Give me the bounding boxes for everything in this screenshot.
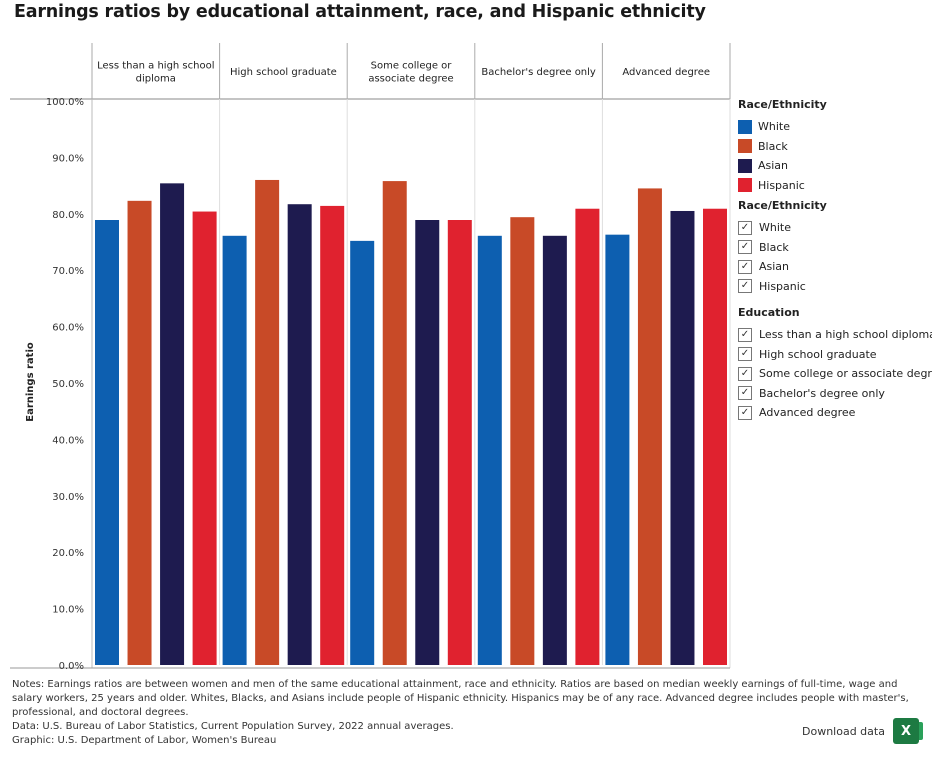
bar-black[interactable] [127,200,152,665]
bar-asian[interactable] [670,210,695,666]
race-filter-label: Black [759,240,789,254]
category-label: Advanced degree [622,67,710,78]
y-tick-label: 80.0% [52,210,84,221]
bar-hispanic[interactable] [447,220,472,665]
checkbox-icon[interactable]: ✓ [738,327,752,342]
checkbox-icon[interactable]: ✓ [738,347,752,362]
bar-black[interactable] [255,179,280,665]
checkbox-icon[interactable]: ✓ [738,279,752,294]
race-filter: Race/Ethnicity ✓ White ✓ Black ✓ Asian ✓ Hispan… [738,199,932,296]
bar-chart: Less than a high school diploma High schoo… [10,43,731,672]
category-header: Less than a high school diploma High schoo… [10,43,731,665]
legend-label: Asian [758,159,789,173]
education-filter-item[interactable]: ✓ Bachelor's degree only [738,384,932,404]
race-filter-label: Asian [759,260,790,274]
legend-title: Race/Ethnicity [738,98,827,111]
education-filter-label: Bachelor's degree only [759,386,885,400]
y-tick-label: 30.0% [52,492,84,503]
download-data-label: Download data [802,724,885,738]
y-tick-label: 10.0% [52,605,84,616]
legend-swatch [738,119,752,134]
education-filter-label: High school graduate [759,347,877,361]
bar-hispanic[interactable] [320,205,345,666]
bar-hispanic[interactable] [575,208,600,665]
bars [95,179,727,666]
bar-black[interactable] [382,181,407,665]
race-filter-item[interactable]: ✓ White [738,218,932,238]
legend-swatch [738,139,752,154]
bar-asian[interactable] [542,235,567,665]
chart-title: Earnings ratios by educational attainmen… [14,2,706,22]
checkbox-icon[interactable]: ✓ [738,220,752,235]
legend-label: Black [758,139,788,153]
category-label: diploma [136,74,176,85]
checkbox-icon[interactable]: ✓ [738,240,752,255]
legend-swatch [738,178,752,193]
bar-black[interactable] [510,217,535,665]
bar-hispanic[interactable] [703,208,727,665]
y-tick-label: 20.0% [52,548,84,559]
y-tick-label: 90.0% [52,153,84,164]
bar-white[interactable] [605,234,630,665]
category-label: High school graduate [230,67,337,78]
bar-asian[interactable] [160,183,185,665]
y-tick-label: 40.0% [52,435,84,446]
bar-asian[interactable] [287,204,312,665]
education-filter-item[interactable]: ✓ Advanced degree [738,403,932,423]
graphic-credit: Graphic: U.S. Department of Labor, Women… [12,735,277,746]
race-filter-item[interactable]: ✓ Black [738,238,932,258]
y-tick-label: 70.0% [52,266,84,277]
legend-label: White [758,120,790,134]
bar-white[interactable] [222,235,247,665]
legend-swatch [738,158,752,173]
checkbox-icon[interactable]: ✓ [738,366,752,381]
bar-asian[interactable] [415,220,440,665]
legend-item[interactable]: Hispanic [738,176,932,196]
bar-black[interactable] [637,188,662,666]
education-filter-item[interactable]: ✓ High school graduate [738,345,932,365]
excel-icon: X [892,718,923,744]
y-tick-label: 50.0% [52,379,84,390]
category-label: Less than a high school [97,61,214,72]
education-filter: Education ✓ Less than a high school diplo… [738,306,932,423]
race-filter-label: Hispanic [759,279,806,293]
legend: Race/Ethnicity White Black Asian Hispanic [738,98,932,195]
race-filter-item[interactable]: ✓ Hispanic [738,277,932,297]
bar-white[interactable] [477,235,502,665]
bar-hispanic[interactable] [192,211,217,665]
checkbox-icon[interactable]: ✓ [738,405,752,420]
race-filter-title: Race/Ethnicity [738,199,827,212]
category-label: associate degree [368,74,453,85]
y-axis: 100.0% 90.0% 80.0% 70.0% 60.0% 50.0% 40.0% 30.0… [10,97,731,672]
legend-item[interactable]: White [738,117,932,137]
category-label: Bachelor's degree only [481,67,596,78]
data-source: Data: U.S. Bureau of Labor Statistics, C… [12,721,454,732]
bar-white[interactable] [95,220,119,665]
y-axis-title: Earnings ratio [25,342,36,422]
y-tick-label: 0.0% [59,661,84,672]
legend-item[interactable]: Black [738,137,932,157]
education-filter-item[interactable]: ✓ Some college or associate degree [738,364,932,384]
bar-white[interactable] [350,240,375,665]
checkbox-icon[interactable]: ✓ [738,386,752,401]
education-filter-title: Education [738,306,800,319]
checkbox-icon[interactable]: ✓ [738,259,752,274]
education-filter-item[interactable]: ✓ Less than a high school diploma [738,325,932,345]
download-data-button[interactable]: Download data X [802,718,923,744]
education-filter-label: Advanced degree [759,406,856,420]
legend-panel: Race/Ethnicity White Black Asian Hispanic R… [738,98,932,423]
education-filter-label: Some college or associate degree [759,367,932,381]
notes-text: Notes: Earnings ratios are between women… [12,679,909,718]
legend-item[interactable]: Asian [738,156,932,176]
race-filter-label: White [759,221,791,235]
category-label: Some college or [371,61,453,72]
race-filter-item[interactable]: ✓ Asian [738,257,932,277]
legend-label: Hispanic [758,178,805,192]
notes: Notes: Earnings ratios are between women… [12,678,924,748]
y-tick-label: 100.0% [46,97,84,108]
education-filter-label: Less than a high school diploma [759,328,932,342]
y-tick-label: 60.0% [52,323,84,334]
